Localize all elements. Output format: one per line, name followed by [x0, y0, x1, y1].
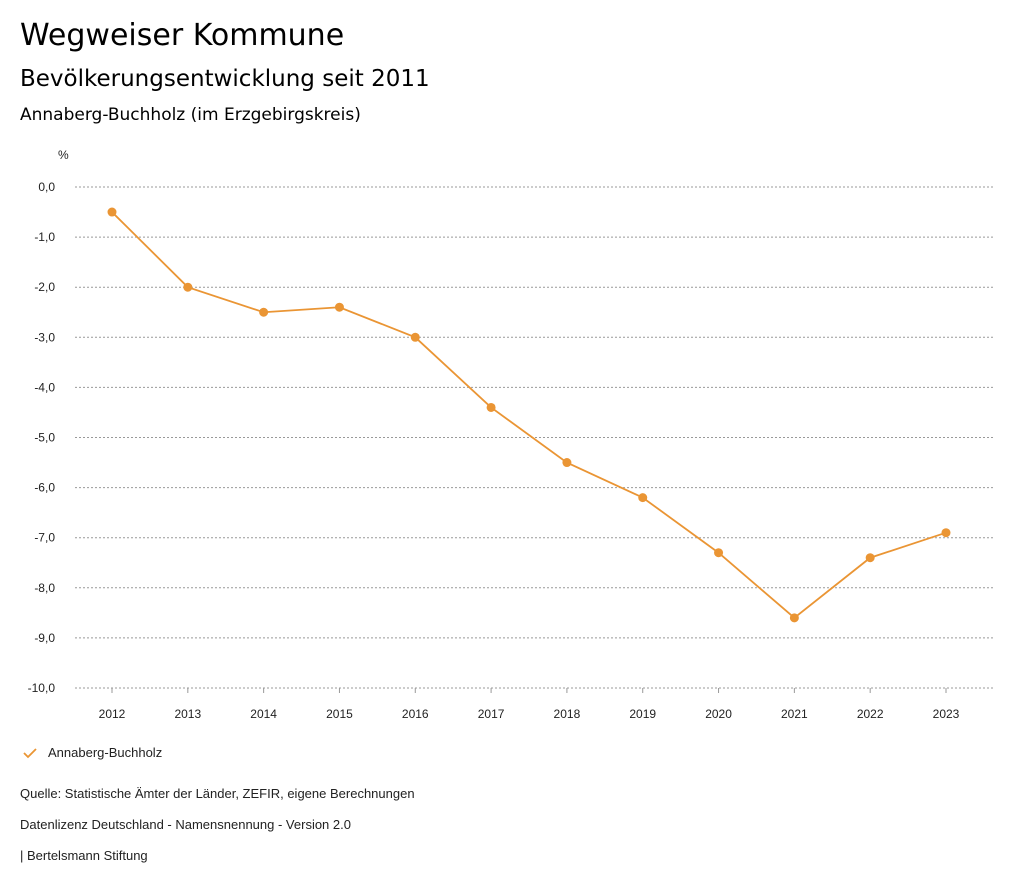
y-tick-label: -3,0 — [34, 330, 55, 344]
x-tick-label: 2018 — [554, 707, 581, 721]
license-text: Datenlizenz Deutschland - Namensnennung … — [20, 817, 351, 832]
page-title: Wegweiser Kommune — [20, 18, 345, 53]
y-tick-label: -8,0 — [34, 581, 55, 595]
y-tick-label: -5,0 — [34, 431, 55, 445]
data-point — [259, 307, 269, 317]
x-tick-label: 2015 — [326, 707, 353, 721]
x-tick-label: 2012 — [99, 707, 126, 721]
y-tick-label: -1,0 — [34, 230, 55, 244]
chart-subtitle: Bevölkerungsentwicklung seit 2011 — [20, 66, 430, 92]
region-title: Annaberg-Buchholz (im Erzgebirgskreis) — [20, 105, 361, 125]
data-point — [183, 282, 193, 292]
x-tick-label: 2023 — [933, 707, 960, 721]
data-point — [334, 302, 344, 312]
x-tick-label: 2021 — [781, 707, 808, 721]
source-text: Quelle: Statistische Ämter der Länder, Z… — [20, 786, 415, 801]
data-point — [562, 458, 572, 468]
x-tick-label: 2019 — [629, 707, 656, 721]
y-axis-label: % — [58, 148, 69, 162]
data-point — [941, 528, 951, 538]
data-point — [714, 548, 724, 558]
line-chart: % 0,0 -1,0 -2,0 -3,0 -4,0 -5,0 -6,0 -7,0 -8,0 -9,0… — [28, 148, 993, 721]
y-tick-label: -9,0 — [34, 631, 55, 645]
brand-text: | Bertelsmann Stiftung — [20, 848, 148, 863]
y-tick-label: -7,0 — [34, 531, 55, 545]
x-tick-label: 2013 — [174, 707, 201, 721]
y-tick-label: 0,0 — [38, 180, 55, 194]
x-tick-label: 2017 — [478, 707, 505, 721]
data-point — [410, 332, 420, 342]
data-point — [638, 493, 648, 503]
series-line — [111, 211, 947, 620]
legend-label: Annaberg-Buchholz — [48, 745, 163, 760]
check-icon — [23, 747, 37, 758]
x-tick-label: 2022 — [857, 707, 884, 721]
x-tick-label: 2016 — [402, 707, 429, 721]
x-tick-label: 2014 — [250, 707, 277, 721]
y-tick-label: -2,0 — [34, 280, 55, 294]
data-point — [789, 613, 799, 623]
data-point — [865, 553, 875, 563]
legend[interactable]: Annaberg-Buchholz — [22, 745, 162, 760]
data-point — [107, 207, 117, 217]
data-point — [486, 402, 496, 412]
x-tick-label: 2020 — [705, 707, 732, 721]
y-tick-label: -10,0 — [28, 681, 56, 695]
y-tick-label: -4,0 — [34, 380, 55, 394]
y-tick-label: -6,0 — [34, 481, 55, 495]
